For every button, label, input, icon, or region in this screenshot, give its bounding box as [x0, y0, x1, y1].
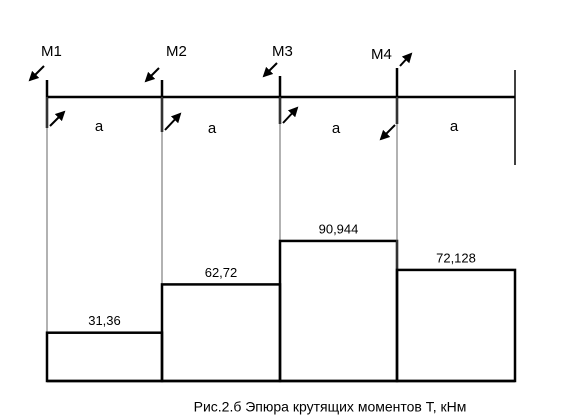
span-label: a: [332, 120, 341, 137]
diagram-bar: [160, 283, 282, 383]
diagram-bar: [45, 331, 164, 383]
value-label: 62,72: [205, 265, 238, 280]
moment-label: M1: [41, 43, 62, 60]
moment-label: M3: [272, 43, 293, 60]
span-label: a: [95, 118, 104, 135]
moment-label: M2: [166, 43, 187, 60]
value-label: 72,128: [436, 250, 476, 265]
value-label: 31,36: [88, 313, 121, 328]
diagram-bar: [278, 239, 399, 383]
span-label: a: [450, 118, 459, 135]
caption: Рис.2.б Эпюра крутящих моментов Т, кНм: [194, 399, 467, 415]
diagram-bar: [395, 268, 517, 383]
span-label: a: [208, 120, 217, 137]
moment-label: M4: [371, 46, 392, 63]
value-label: 90,944: [319, 221, 359, 236]
